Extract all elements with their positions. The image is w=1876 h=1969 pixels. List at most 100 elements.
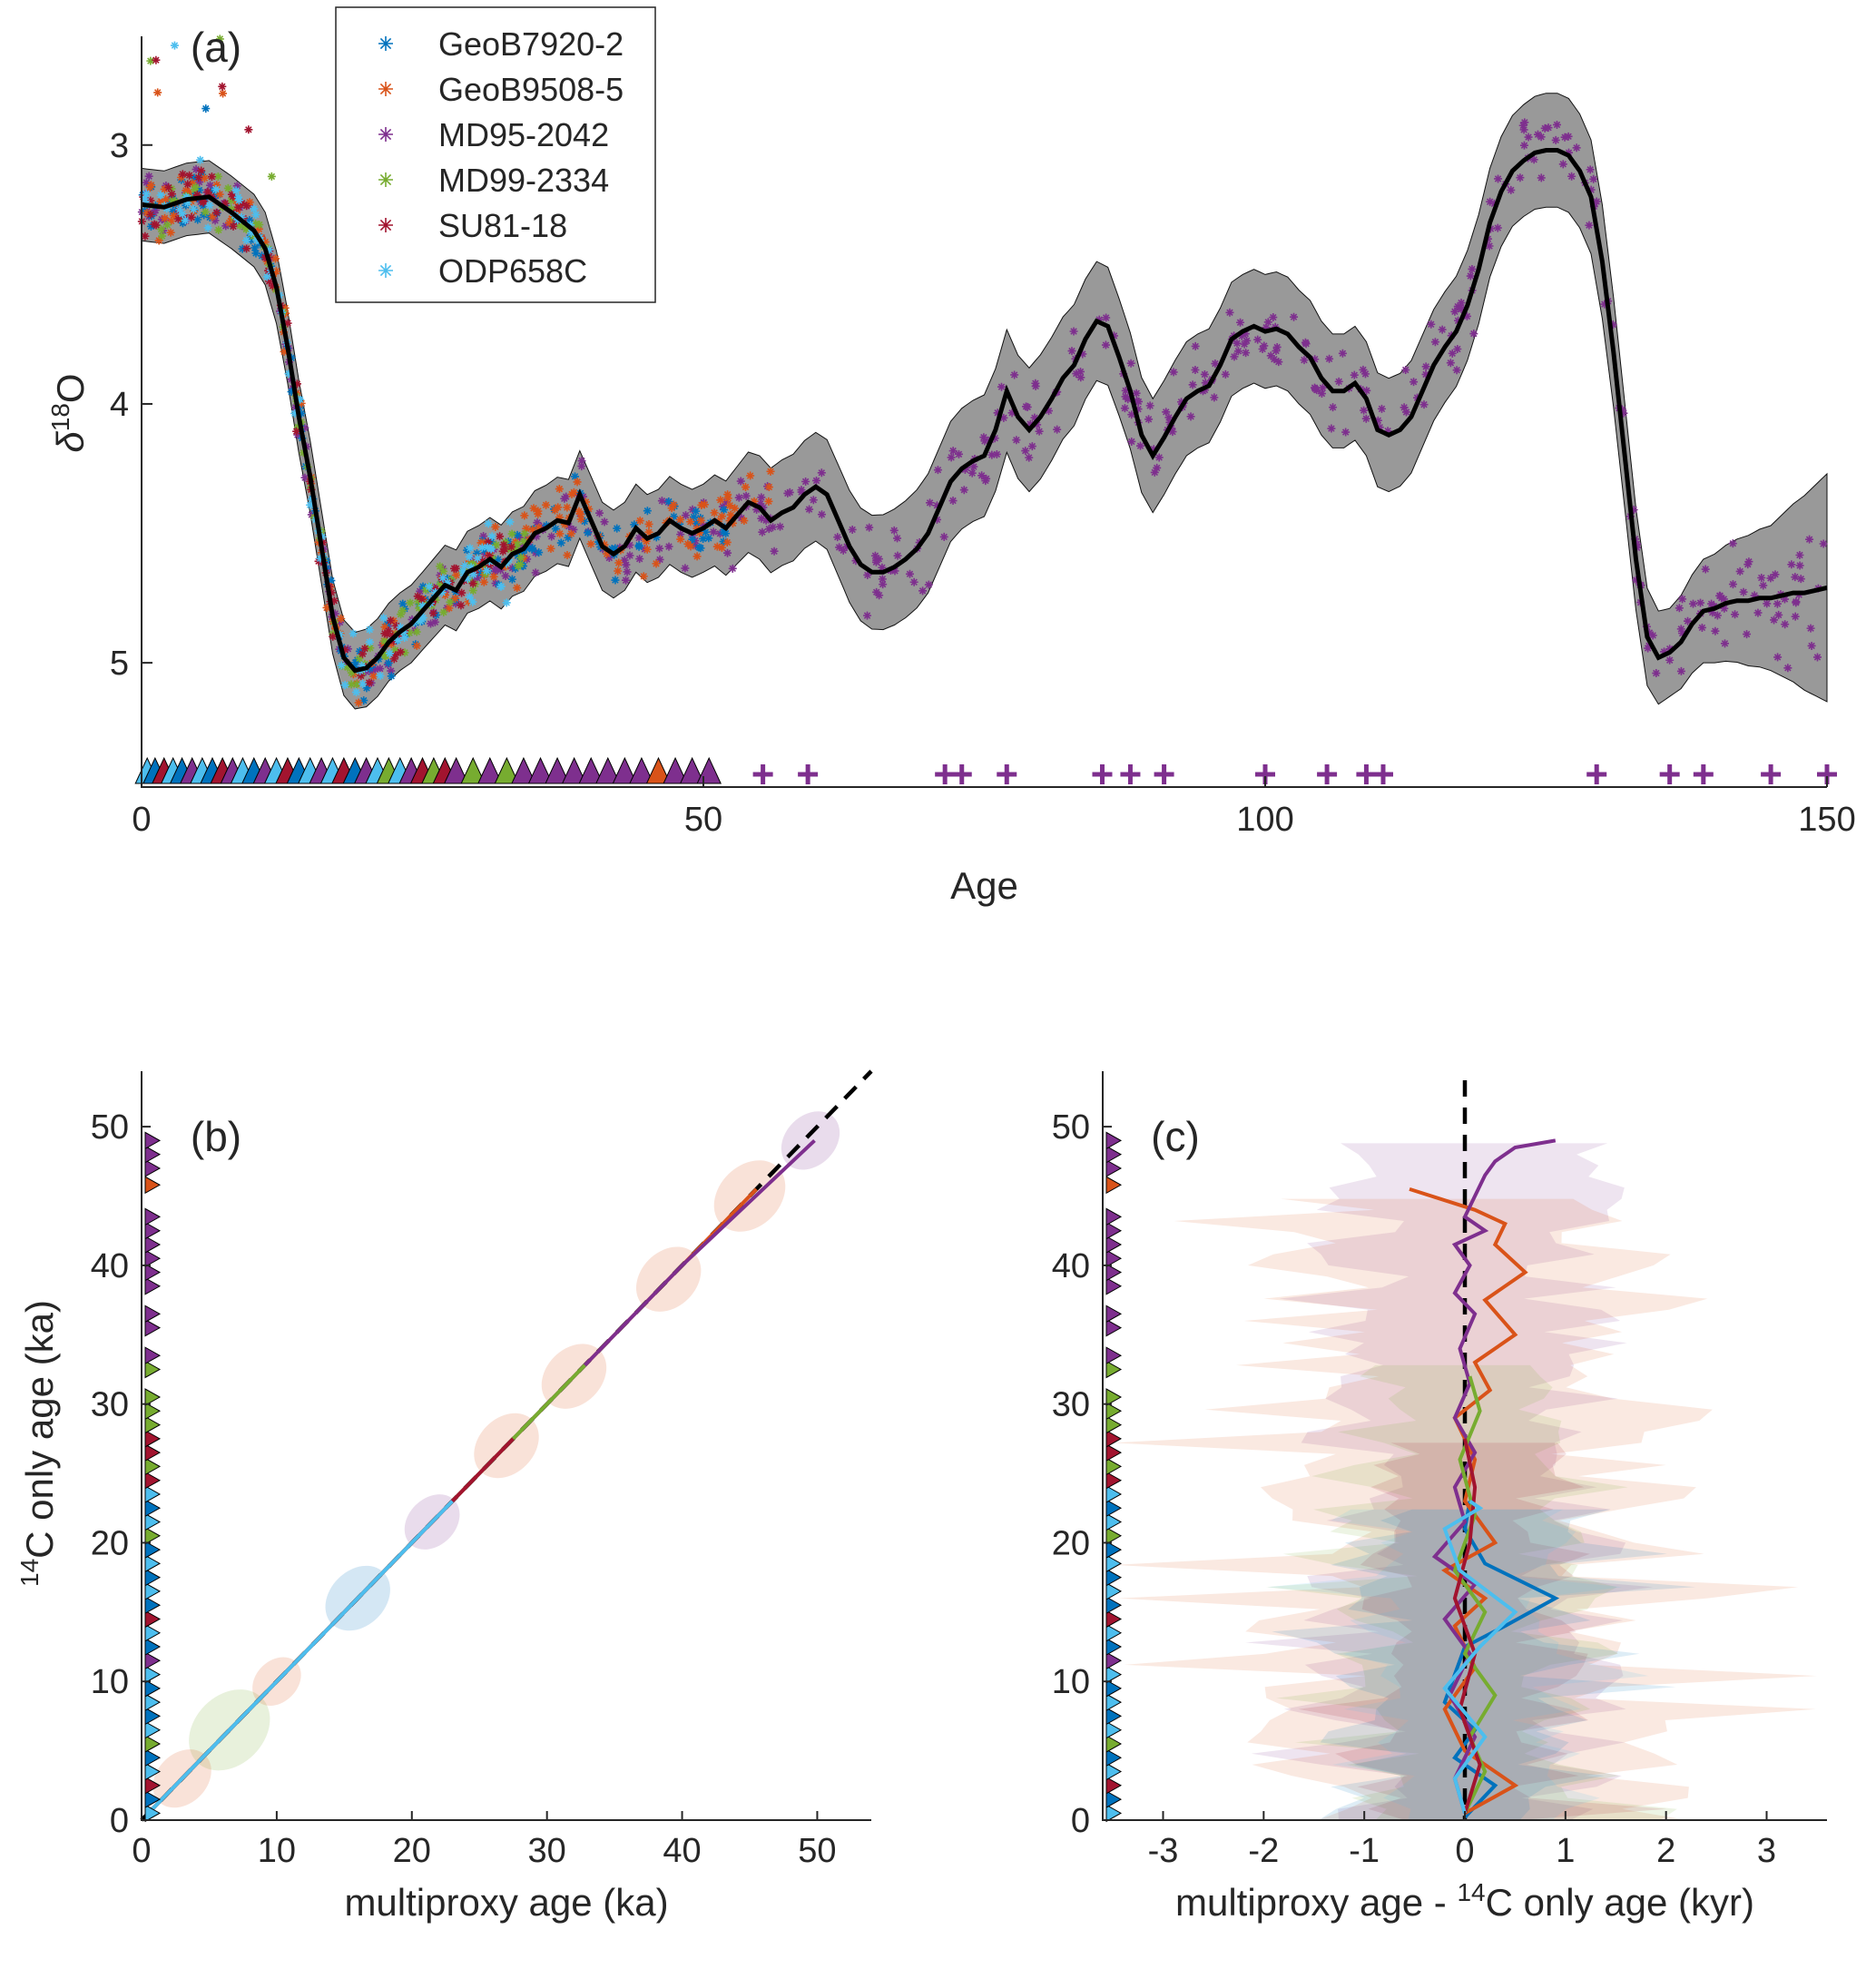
scatter-point-geob7920-2	[689, 513, 698, 522]
scatter-point-odp658c	[458, 566, 467, 576]
scatter-point-su81-18	[496, 532, 505, 541]
scatter-point-md95-2042	[1456, 303, 1465, 312]
scatter-point-su81-18	[146, 196, 155, 205]
scatter-point-md99-2334	[380, 651, 389, 660]
scatter-point-md95-2042	[1327, 424, 1336, 433]
scatter-point-geob9508-5	[584, 505, 594, 514]
tiepoint-triangle-side	[1105, 1651, 1123, 1670]
scatter-point-md99-2334	[511, 545, 520, 554]
scatter-point-md99-2334	[226, 196, 235, 205]
uncertainty-blob	[781, 1111, 840, 1170]
scatter-point-odp658c	[349, 629, 358, 638]
scatter-point-su81-18	[506, 542, 516, 551]
tiepoint-triangle-side	[144, 1249, 162, 1268]
scatter-point-md95-2042	[889, 526, 899, 535]
scatter-point-geob7920-2	[387, 672, 396, 681]
scatter-point-md95-2042	[1186, 412, 1195, 421]
scatter-point-md95-2042	[987, 450, 997, 459]
scatter-point-md99-2334	[507, 529, 516, 538]
scatter-point-su81-18	[292, 427, 301, 436]
scatter-point-odp658c	[483, 543, 492, 552]
scatter-point-geob9508-5	[480, 563, 489, 572]
tiepoint-plus	[935, 764, 956, 784]
uncertainty-band	[141, 93, 1828, 710]
scatter-point-su81-18	[386, 616, 395, 625]
scatter-point-geob9508-5	[153, 88, 162, 97]
scatter-point-geob9508-5	[162, 194, 171, 203]
uncertainty-band-geob7920-2	[1272, 1509, 1696, 1820]
mean-curve	[141, 148, 1828, 674]
scatter-point-md99-2334	[215, 34, 224, 44]
scatter-point-md99-2334	[267, 172, 276, 181]
scatter-point-md95-2042	[967, 468, 977, 477]
scatter-point-odp658c	[265, 245, 274, 254]
scatter-point-odp658c	[247, 228, 256, 237]
scatter-point-su81-18	[329, 632, 338, 641]
tiepoint-triangle	[476, 756, 503, 784]
scatter-point-md95-2042	[764, 525, 773, 534]
scatter-point-su81-18	[327, 588, 336, 597]
scatter-point-md99-2334	[168, 196, 177, 205]
scatter-point-geob7920-2	[384, 658, 393, 667]
scatter-point-odp658c	[337, 661, 346, 670]
scatter-point-geob9508-5	[563, 551, 572, 560]
scatter-point-md95-2042	[833, 533, 842, 542]
scatter-point-odp658c	[465, 552, 474, 561]
scatter-point-md99-2334	[146, 56, 155, 65]
tiepoint-triangle-side	[144, 1176, 162, 1195]
legend-marker-su81-18	[378, 218, 393, 232]
scatter-point-md95-2042	[817, 468, 826, 477]
scatter-point-odp658c	[482, 566, 491, 576]
scatter-point-md95-2042	[752, 505, 761, 514]
scatter-point-md95-2042	[1401, 365, 1410, 374]
x-label-pre: multiproxy age -	[1175, 1881, 1457, 1924]
tiepoint-plus	[1154, 764, 1174, 784]
tiepoint-triangle-side	[144, 1430, 162, 1448]
scatter-point-geob9508-5	[354, 698, 363, 707]
y-tick-label: 5	[110, 645, 129, 683]
scatter-point-md95-2042	[1739, 587, 1748, 596]
scatter-point-geob7920-2	[195, 185, 204, 194]
tiepoint-triangle	[629, 756, 654, 784]
scatter-point-md95-2042	[1102, 313, 1111, 322]
scatter-point-md95-2042	[809, 496, 818, 505]
scatter-point-md95-2042	[1757, 573, 1766, 582]
scatter-point-md99-2334	[156, 225, 165, 234]
scatter-point-odp658c	[473, 554, 482, 563]
tiepoint-triangle	[443, 756, 469, 784]
scatter-point-su81-18	[164, 183, 173, 192]
scatter-point-md95-2042	[1645, 641, 1654, 650]
tiepoint-triangle-side	[144, 1651, 162, 1670]
scatter-point-geob9508-5	[188, 179, 197, 188]
scatter-point-su81-18	[292, 379, 301, 389]
y-label-tail: C only age (ka)	[18, 1300, 61, 1559]
scatter-point-geob9508-5	[639, 572, 648, 581]
scatter-point-md95-2042	[1710, 602, 1719, 611]
tiepoint-triangle-side	[144, 1485, 162, 1503]
scatter-point-md95-2042	[1564, 148, 1573, 157]
scatter-point-md95-2042	[211, 216, 220, 225]
scatter-point-md99-2334	[436, 579, 445, 588]
scatter-point-su81-18	[229, 192, 238, 202]
x-tick-label: 0	[132, 1832, 151, 1870]
scatter-point-su81-18	[152, 55, 161, 64]
tiepoint-triangle-side	[144, 1276, 162, 1295]
scatter-point-odp658c	[431, 587, 440, 596]
scatter-point-md95-2042	[384, 622, 393, 631]
scatter-point-md95-2042	[1453, 344, 1462, 353]
scatter-point-odp658c	[416, 616, 425, 625]
scatter-point-md95-2042	[863, 611, 872, 620]
scatter-point-md95-2042	[979, 433, 988, 442]
tiepoint-plus	[1092, 764, 1113, 784]
scatter-point-geob9508-5	[554, 503, 563, 512]
scatter-point-md99-2334	[201, 208, 210, 217]
scatter-point-md95-2042	[1025, 453, 1034, 462]
legend-label: GeoB7920-2	[438, 25, 624, 63]
tiepoint-triangle-side	[1105, 1707, 1123, 1726]
x-tick-label: 50	[798, 1832, 836, 1870]
scatter-point-md95-2042	[1377, 404, 1386, 413]
scatter-point-md95-2042	[1242, 336, 1252, 345]
scatter-point-md95-2042	[1795, 561, 1804, 570]
uncertainty-band-geob9508-5	[1113, 1198, 1817, 1820]
tiepoint-plus	[1586, 764, 1607, 784]
